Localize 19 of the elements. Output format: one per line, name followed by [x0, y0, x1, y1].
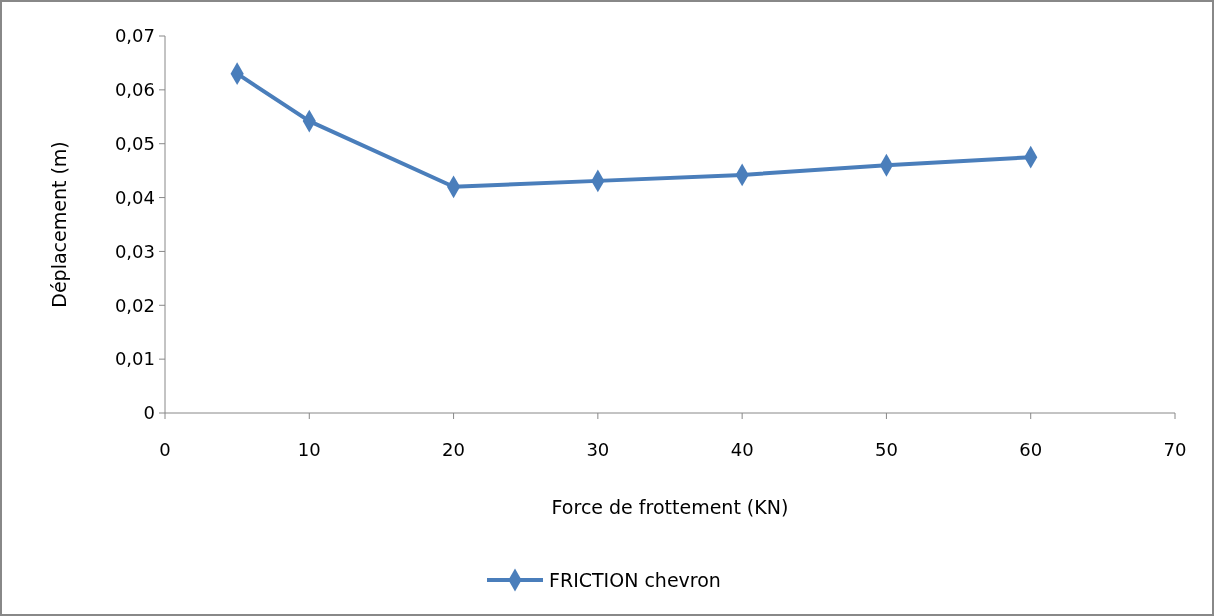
x-tick-label: 10 — [297, 439, 321, 460]
x-tick-label: 60 — [1019, 439, 1043, 460]
y-tick-label: 0,03 — [114, 240, 155, 262]
legend-label: FRICTION chevron — [549, 568, 721, 591]
y-axis-title: Déplacement (m) — [48, 141, 70, 308]
x-tick-label: 30 — [586, 439, 610, 460]
y-tick-label: 0,07 — [114, 25, 155, 47]
x-axis-title: Force de frottement (KN) — [551, 496, 789, 518]
x-tick-label: 40 — [730, 439, 754, 460]
y-tick-label: 0,02 — [114, 294, 155, 316]
x-tick-label: 70 — [1163, 439, 1187, 460]
x-tick-label: 0 — [159, 439, 171, 460]
x-tick-label: 20 — [442, 439, 466, 460]
y-tick-label: 0,06 — [114, 79, 155, 101]
y-tick-label: 0,05 — [114, 133, 155, 155]
y-tick-label: 0 — [143, 402, 155, 424]
y-tick-label: 0,01 — [114, 348, 155, 370]
y-tick-label: 0,04 — [114, 186, 155, 208]
x-tick-label: 50 — [874, 439, 898, 460]
